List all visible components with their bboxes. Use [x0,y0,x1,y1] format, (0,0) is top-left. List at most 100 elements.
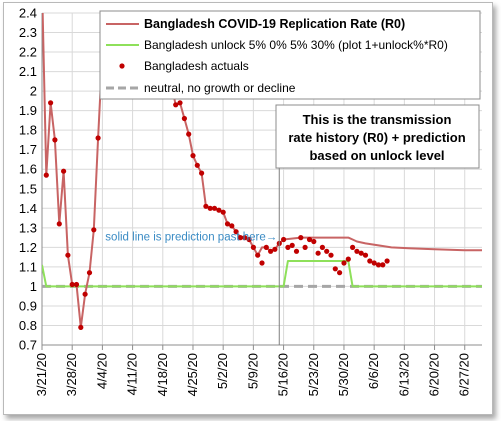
actuals-point [203,203,209,209]
actuals-point [211,205,218,211]
actuals-point [242,235,248,241]
explanation-line-1: This is the transmission [303,112,452,127]
x-tick-label: 6/13/20 [396,353,411,396]
actuals-point [332,266,338,272]
unlock-series-line [42,260,482,288]
y-tick-label: 1.7 [19,142,37,157]
actuals-point [207,205,213,211]
actuals-point [69,281,75,288]
actuals-point [337,270,343,276]
y-tick-label: 1.2 [19,240,37,255]
actuals-point [216,207,222,213]
actuals-point [293,248,300,254]
actuals-point [95,135,101,141]
actuals-point [259,260,265,266]
explanation-line-3: based on unlock level [309,148,444,163]
y-tick-label: 0.8 [19,318,37,333]
actuals-point [181,115,187,122]
x-tick-label: 3/28/20 [64,353,79,396]
actuals-point [65,252,71,258]
actuals-point [298,235,304,241]
actuals-point [350,244,356,250]
actuals-point [306,236,313,243]
actuals-point [324,248,330,254]
actuals-point [220,209,226,215]
y-tick-label: 1.8 [19,123,37,138]
x-tick-label: 5/23/20 [306,353,321,396]
x-tick-label: 5/9/20 [245,353,260,389]
legend-label-actuals: Bangladesh actuals [144,59,249,73]
actuals-point [237,235,243,241]
legend-label-r0: Bangladesh COVID-19 Replication Rate (R0… [144,17,405,31]
x-tick-label: 4/18/20 [155,353,170,396]
actuals-point [194,162,200,168]
y-tick-label: 1.4 [19,201,37,216]
actuals-point [311,238,317,245]
actuals-point [229,223,235,229]
y-tick-label: 1.5 [19,181,37,196]
actuals-point [354,248,360,254]
x-tick-label: 4/11/20 [125,353,140,395]
actuals-point [272,246,278,252]
r0-chart: 0.7 0.8 0.9 1 1.1 1.2 1.3 1.4 1.5 1.6 1.7 1.8 1.9 2 2.… [19,6,482,396]
actuals-point [82,291,88,297]
y-tick-label: 2.4 [19,6,37,21]
y-tick-label: 0.7 [19,338,37,353]
actuals-point [328,252,334,258]
actuals-point [86,270,93,276]
actuals-point [281,236,287,243]
actuals-point [246,236,252,243]
x-tick-label: 4/25/20 [185,353,200,396]
actuals-point [289,242,295,248]
actuals-point [380,262,386,268]
actuals-point [319,244,325,250]
actuals-point [263,244,269,250]
x-tick-label: 5/16/20 [276,353,291,396]
actuals-point [302,244,308,250]
explanation-line-2: rate history (R0) + prediction [288,130,465,145]
actuals-point [91,227,97,233]
y-tick-label: 1 [30,279,37,294]
actuals-point [52,137,58,143]
actuals-point [78,324,84,330]
actuals-point [173,102,179,108]
x-tick-label: 6/6/20 [366,353,381,389]
y-tick-label: 1.1 [19,259,37,274]
actuals-point [371,260,377,266]
chart-frame: 0.7 0.8 0.9 1 1.1 1.2 1.3 1.4 1.5 1.6 1.7 1.8 1.9 2 2.… [3,2,493,415]
y-tick-label: 1.6 [19,162,37,177]
actuals-point [367,258,373,264]
explanation-box: This is the transmission rate history (R… [275,104,480,169]
actuals-point [250,244,256,250]
legend: Bangladesh COVID-19 Replication Rate (R0… [99,10,481,100]
actuals-point [341,260,347,266]
actuals-point [384,258,390,264]
x-tick-label: 6/27/20 [457,353,472,396]
legend-label-neutral: neutral, no growth or decline [144,81,296,95]
y-tick-label: 1.3 [19,220,37,235]
actuals-point [56,221,62,227]
y-tick-label: 2.1 [19,64,37,79]
x-tick-label: 4/4/20 [94,353,109,389]
x-tick-label: 3/21/20 [34,353,49,396]
y-tick-label: 2.3 [19,25,37,40]
actuals-point [61,168,67,174]
legend-label-unlock: Bangladesh unlock 5% 0% 5% 30% (plot 1+u… [144,38,448,52]
actuals-point [199,170,205,176]
actuals-point [190,153,196,159]
x-tick-label: 6/20/20 [427,353,442,396]
actuals-point [375,262,382,268]
actuals-point [48,100,54,106]
y-tick-label: 0.9 [19,298,37,313]
legend-swatch-actuals [119,63,125,69]
y-tick-label: 1.9 [19,103,37,118]
actuals-point [177,100,183,106]
legend-box [99,10,481,100]
y-tick-label: 2.2 [19,45,37,60]
actuals-point [285,244,291,250]
actuals-point [268,248,274,254]
actuals-point [362,252,369,258]
prediction-note: solid line is prediction past here→ [105,232,277,244]
actuals-point [345,256,351,262]
x-tick-label: 5/30/20 [336,353,351,396]
